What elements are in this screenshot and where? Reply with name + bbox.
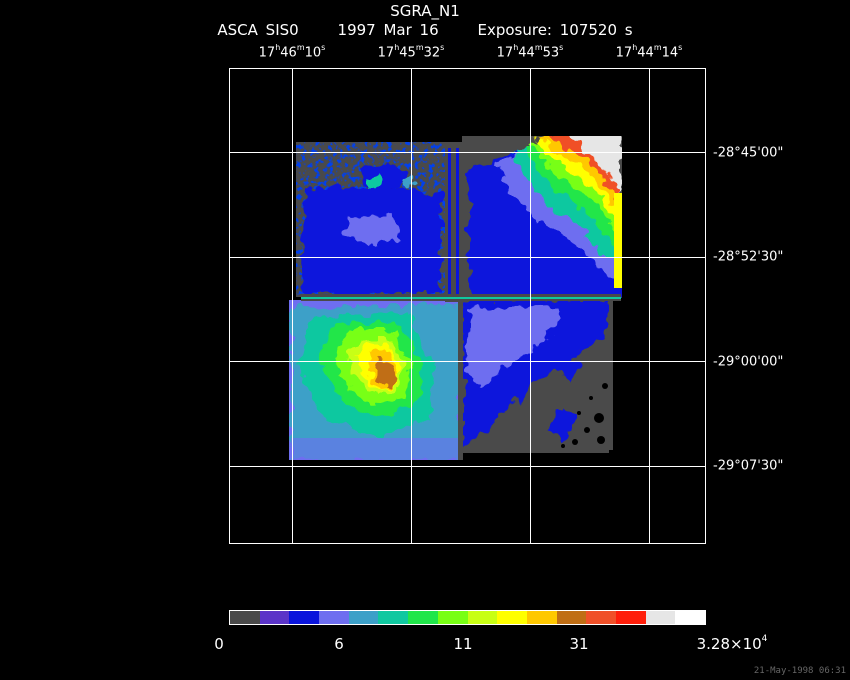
image-frame	[229, 68, 706, 544]
coordinate-grid	[229, 68, 706, 544]
instrument-label: ASCA SIS0	[217, 21, 299, 39]
colorbar-swatch	[586, 611, 616, 624]
exposure-label: Exposure: 107520 s	[477, 21, 633, 39]
colorbar	[229, 610, 706, 625]
colorbar-swatch	[526, 611, 557, 624]
colorbar-swatch	[408, 611, 438, 624]
ra-label-1: 17h46m10s	[258, 43, 326, 61]
xray-image	[229, 68, 706, 544]
colorbar-swatch	[437, 611, 468, 624]
dec-label-4: -29°07'30"	[713, 458, 784, 474]
ra-label-2: 17h45m32s	[377, 43, 445, 61]
colorbar-label-2: 6	[334, 635, 344, 653]
dec-label-1: -28°45'00"	[713, 145, 784, 161]
colorbar-label-4: 31	[569, 635, 589, 653]
colorbar-swatch	[289, 611, 320, 624]
ccd-chip-top-right	[462, 136, 622, 298]
observation-subtitle: ASCA SIS0 1997 Mar 16 Exposure: 107520 s	[0, 21, 850, 39]
colorbar-label-3: 11	[453, 635, 473, 653]
ccd-chip-bottom-left	[289, 300, 461, 460]
colorbar-swatch	[556, 611, 587, 624]
colorbar-label-max: 3.28×104	[696, 634, 768, 653]
timestamp: 21-May-1998 06:31	[753, 666, 846, 676]
colorbar-swatch	[675, 611, 705, 624]
colorbar-swatch	[259, 611, 290, 624]
colorbar-swatch	[378, 611, 409, 624]
ra-label-4: 17h44m14s	[615, 43, 683, 61]
date-label: 1997 Mar 16	[337, 21, 439, 39]
colorbar-label-min: 0	[214, 635, 224, 653]
colorbar-swatch	[645, 611, 676, 624]
ccd-chip-bottom-right	[463, 300, 609, 453]
colorbar-swatch	[319, 611, 349, 624]
object-title: SGRA_N1	[390, 2, 460, 20]
colorbar-swatch	[615, 611, 646, 624]
colorbar-swatch	[467, 611, 498, 624]
colorbar-swatch	[497, 611, 527, 624]
dec-label-2: -28°52'30"	[713, 249, 784, 265]
colorbar-swatch	[230, 611, 260, 624]
ra-label-3: 17h44m53s	[496, 43, 564, 61]
colorbar-swatch	[348, 611, 379, 624]
dec-label-3: -29°00'00"	[713, 354, 784, 370]
ccd-chip-top-left	[296, 142, 445, 297]
